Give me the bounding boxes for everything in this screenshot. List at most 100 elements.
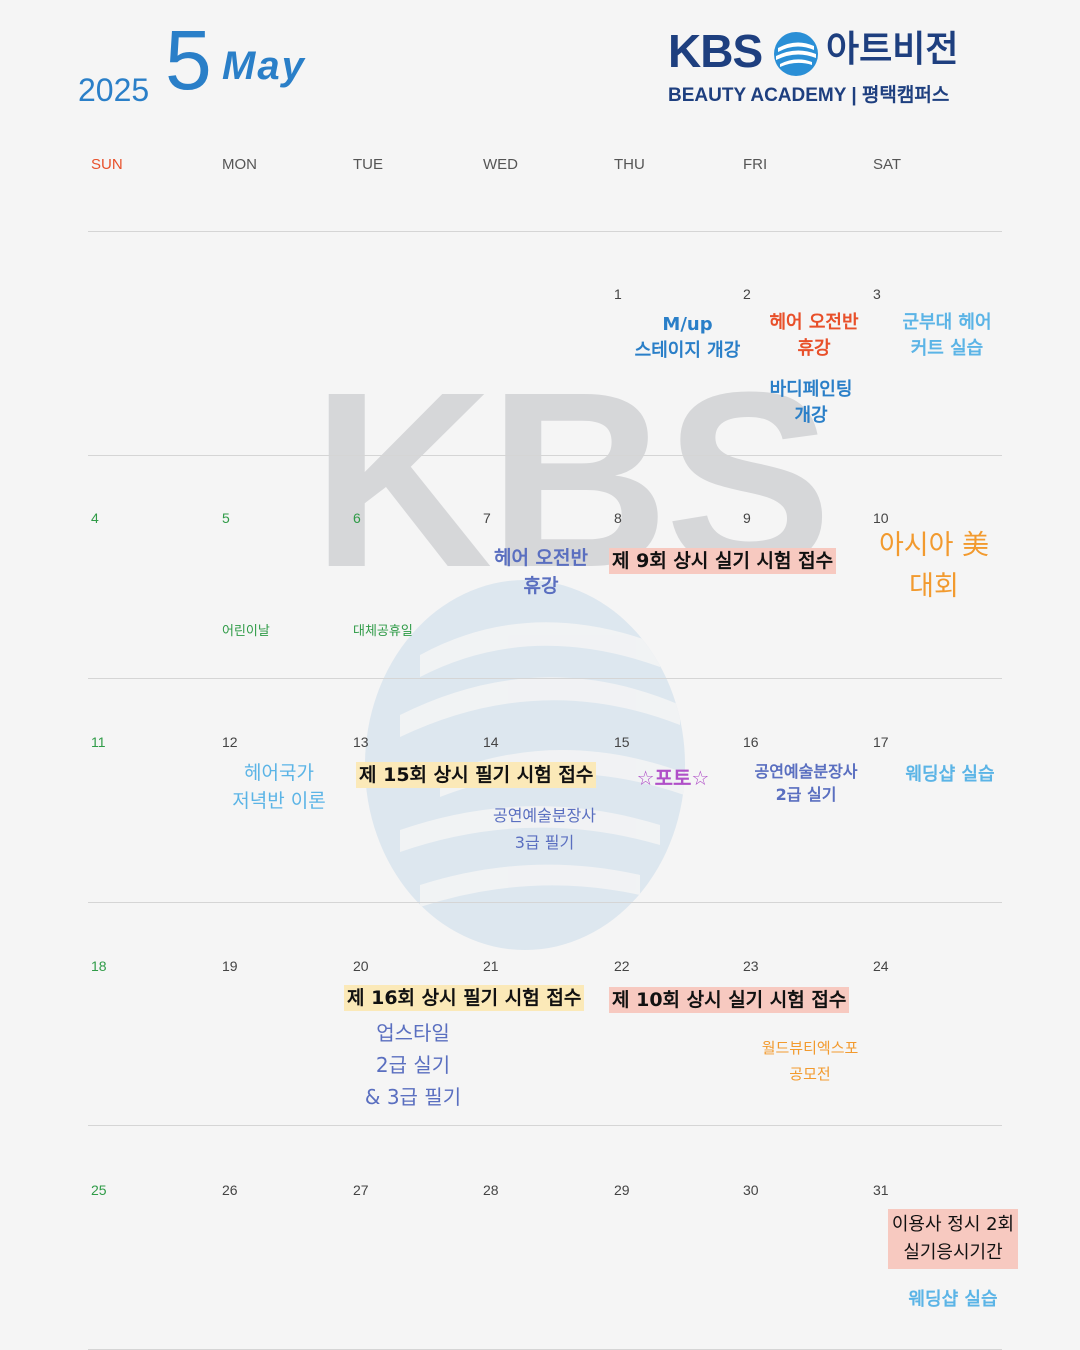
day-number: 12	[222, 734, 238, 750]
brand-name: 아트비전	[826, 29, 959, 70]
day-number: 28	[483, 1182, 499, 1198]
day-number: 13	[353, 734, 369, 750]
event-highlight-box: 이용사 정시 2회 실기응시기간	[887, 1209, 1019, 1269]
event-line: 이용사 정시 2회	[891, 1214, 1015, 1235]
event-mup-stage: M/up 스테이지 개강	[615, 312, 760, 364]
calendar-month-number: 5	[165, 13, 212, 107]
grid-line	[88, 231, 1002, 232]
day-number: 17	[873, 734, 889, 750]
event-line: 휴강	[523, 574, 559, 597]
event-banner-text: 제 10회 상시 실기 시험 접수	[609, 987, 850, 1013]
day-number-sunday: 18	[91, 958, 107, 974]
day-number: 29	[614, 1182, 630, 1198]
grid-line	[88, 902, 1002, 903]
weekday-fri: FRI	[743, 156, 768, 173]
holiday-label: 어린이날	[222, 624, 270, 639]
event-line: 2급 실기	[775, 785, 837, 805]
event-photo: ☆포토☆	[636, 766, 710, 790]
event-stage-makeup-grade2-practical: 공연예술분장사 2급 실기	[740, 760, 872, 806]
event-body-painting: 바디페인팅 개강	[745, 377, 877, 429]
event-line: 저녁반 이론	[232, 789, 326, 812]
kbs-globe-icon	[774, 32, 818, 76]
event-banner-text: 제 16회 상시 필기 시험 접수	[344, 985, 585, 1011]
day-number: 30	[743, 1182, 759, 1198]
day-number: 7	[483, 510, 491, 526]
day-number: 27	[353, 1182, 369, 1198]
day-number: 21	[483, 958, 499, 974]
holiday-label: 대체공휴일	[353, 624, 413, 639]
event-line: 헤어 오전반	[769, 312, 859, 333]
event-banner-text: 제 15회 상시 필기 시험 접수	[356, 762, 597, 788]
event-banner-practical-exam-9: 제 9회 상시 실기 시험 접수	[609, 546, 837, 574]
day-number-sunday: 25	[91, 1182, 107, 1198]
event-wedding-shop-practice: 웨딩샵 실습	[908, 1289, 998, 1310]
event-line: 헤어 오전반	[493, 547, 588, 569]
day-number: 16	[743, 734, 759, 750]
day-number-holiday: 6	[353, 510, 361, 526]
day-number: 3	[873, 286, 881, 302]
event-line: 헤어국가	[244, 762, 314, 784]
day-number: 9	[743, 510, 751, 526]
event-hair-evening-theory: 헤어국가 저녁반 이론	[212, 760, 346, 815]
day-number: 19	[222, 958, 238, 974]
event-hair-morning-off: 헤어 오전반 휴강	[745, 310, 883, 362]
weekday-mon: MON	[222, 156, 257, 173]
calendar-month-name: May	[222, 44, 306, 88]
event-line: 3급 필기	[514, 833, 575, 853]
event-asia-beauty-contest: 아시아 美 대회	[870, 526, 998, 607]
grid-line	[88, 455, 1002, 456]
day-number: 10	[873, 510, 889, 526]
day-number-sunday: 11	[91, 734, 106, 750]
event-hair-morning-off: 헤어 오전반 휴강	[478, 545, 604, 600]
event-line: 휴강	[797, 338, 831, 360]
event-line: 공연예술분장사	[754, 762, 858, 781]
event-line: 실기응시기간	[903, 1241, 1003, 1263]
day-number: 8	[614, 510, 622, 526]
event-wedding-shop-practice: 웨딩샵 실습	[905, 764, 995, 785]
event-line: M/up	[662, 314, 713, 335]
event-line: 공모전	[789, 1064, 831, 1083]
event-line: 바디페인팅	[769, 379, 853, 400]
brand-kbs-logo-text: KBS	[668, 25, 763, 77]
weekday-sat: SAT	[873, 156, 902, 173]
event-line: 2급 실기	[375, 1053, 451, 1077]
event-line: 월드뷰티엑스포	[761, 1039, 859, 1057]
calendar-year: 2025	[78, 72, 150, 108]
event-barber-regular-exam: 이용사 정시 2회 실기응시기간	[878, 1209, 1028, 1269]
event-line: 공연예술분장사	[492, 806, 597, 825]
day-number: 26	[222, 1182, 238, 1198]
event-updo-exam: 업스타일 2급 실기 & 3급 필기	[348, 1017, 478, 1113]
brand-subtitle: BEAUTY ACADEMY | 평택캠퍼스	[668, 85, 950, 106]
weekday-wed: WED	[483, 156, 518, 173]
day-number: 2	[743, 286, 751, 302]
event-line: 업스타일	[376, 1021, 450, 1045]
event-banner-written-exam-16: 제 16회 상시 필기 시험 접수	[344, 983, 585, 1011]
event-banner-practical-exam-10: 제 10회 상시 실기 시험 접수	[609, 985, 850, 1013]
event-military-haircut: 군부대 헤어 커트 실습	[882, 310, 1012, 362]
weekday-thu: THU	[614, 156, 645, 173]
grid-line	[88, 1125, 1002, 1126]
event-banner-text: 제 9회 상시 실기 시험 접수	[609, 548, 837, 574]
event-line: 아시아 美	[878, 530, 990, 561]
event-line: 군부대 헤어	[902, 312, 992, 333]
weekday-tue: TUE	[353, 156, 383, 173]
event-line: 스테이지 개강	[634, 340, 741, 362]
event-line: 대회	[909, 570, 959, 602]
day-number: 15	[614, 734, 630, 750]
event-line: & 3급 필기	[364, 1085, 462, 1109]
grid-line	[88, 678, 1002, 679]
event-banner-written-exam-15: 제 15회 상시 필기 시험 접수	[356, 760, 597, 788]
event-line: 커트 실습	[910, 338, 984, 360]
day-number: 1	[614, 286, 622, 302]
event-line: 개강	[794, 405, 828, 427]
day-number-holiday: 5	[222, 510, 230, 526]
day-number: 31	[873, 1182, 889, 1198]
day-number-sunday: 4	[91, 510, 99, 526]
day-number: 23	[743, 958, 759, 974]
day-number: 22	[614, 958, 630, 974]
weekday-sun: SUN	[91, 156, 123, 173]
day-number: 24	[873, 958, 889, 974]
day-number: 20	[353, 958, 369, 974]
event-stage-makeup-grade3-written: 공연예술분장사 3급 필기	[472, 802, 617, 856]
day-number: 14	[483, 734, 499, 750]
